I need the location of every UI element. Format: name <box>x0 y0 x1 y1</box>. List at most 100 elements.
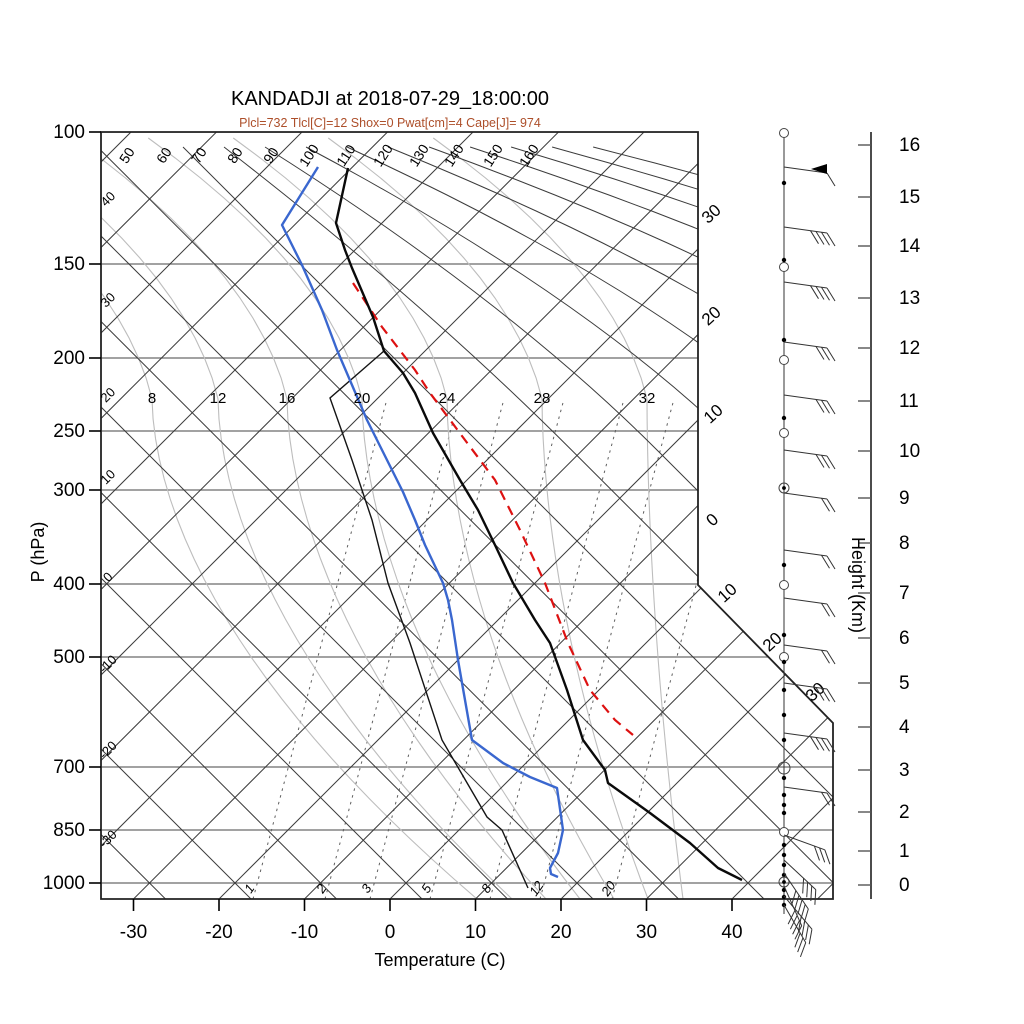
isotherm-right-label: 30 <box>698 201 725 228</box>
isotherm-line <box>101 132 474 899</box>
moist-adiabat-line <box>101 137 478 899</box>
mixing-ratio-line <box>369 399 505 899</box>
isotherm-line <box>101 132 303 899</box>
pressure-tick-label: 150 <box>53 254 85 275</box>
barb-feather <box>815 737 825 751</box>
height-tick-label: 12 <box>899 338 920 359</box>
dry-adiabat-line <box>101 146 594 899</box>
barb-feather <box>814 889 817 905</box>
isotherm-line <box>304 132 833 899</box>
barb-feather <box>815 399 825 413</box>
temperature-tick-label: -30 <box>120 922 147 943</box>
barb-feather <box>826 792 836 807</box>
wind-barb <box>783 834 831 865</box>
moist-adiabat-label: 20 <box>354 390 371 407</box>
level-dot <box>781 659 787 665</box>
dry-adiabat-line <box>593 146 833 899</box>
dry-adiabat-top-label: 90 <box>260 144 282 166</box>
barb-feather <box>821 497 830 512</box>
level-circled-dot-center <box>782 880 786 884</box>
height-tick-label: 8 <box>899 533 910 554</box>
barb-feather <box>826 688 836 703</box>
isotherm-line <box>101 132 816 899</box>
level-dot <box>781 180 787 186</box>
pressure-axis-title: P (hPa) <box>28 522 48 583</box>
barb-feather <box>826 455 836 470</box>
dry-adiabat-line <box>101 146 833 899</box>
moist-adiabat-label: 8 <box>148 390 156 407</box>
barb-feather <box>792 920 800 935</box>
wind-barb <box>783 786 836 807</box>
barb-pennant <box>811 164 827 174</box>
moist-adiabat-line <box>232 137 615 899</box>
wind-barb <box>783 644 836 665</box>
level-dot <box>781 842 787 848</box>
wind-barb <box>783 492 836 513</box>
chart-subtitle: Plcl=732 Tlcl[C]=12 Shox=0 Pwat[cm]=4 Ca… <box>239 116 541 130</box>
barb-feather <box>821 687 830 702</box>
level-circled-dot-center <box>782 486 786 490</box>
pressure-tick-label: 100 <box>53 122 85 143</box>
mixing-ratio-line <box>539 399 675 899</box>
level-dot <box>781 632 787 638</box>
level-circle-large <box>777 761 791 775</box>
height-tick-label: 16 <box>899 135 920 156</box>
level-circle <box>779 580 789 590</box>
dry-adiabat-line <box>428 146 833 899</box>
isotherm-line <box>101 132 217 899</box>
dry-adiabat-line <box>101 146 679 899</box>
height-tick-label: 5 <box>899 673 910 694</box>
barb-feather <box>799 942 807 958</box>
isotherm-line <box>101 132 645 899</box>
barb-feather <box>810 885 813 902</box>
barb-feather <box>821 454 830 469</box>
dry-adiabat-top-label: 50 <box>116 144 138 166</box>
barb-feather <box>821 286 830 301</box>
dry-adiabat-line <box>101 146 765 899</box>
wind-barb <box>783 859 817 905</box>
wind-barb <box>783 164 836 187</box>
dry-adiabat-top-label: 70 <box>188 144 210 166</box>
dry-adiabat-top-label: 100 <box>296 141 322 169</box>
height-tick-label: 14 <box>899 236 921 257</box>
moist-adiabat-line <box>432 137 684 899</box>
barb-feather <box>791 890 797 906</box>
barb-feather <box>826 400 836 415</box>
wind-barb <box>783 394 836 415</box>
level-circle <box>779 262 789 272</box>
barb-feather <box>826 738 836 753</box>
pressure-tick-label: 200 <box>53 348 85 369</box>
wind-barb <box>783 341 836 362</box>
isotherm-diag-label: 30 <box>802 679 829 706</box>
mixing-ratio-line <box>324 399 460 899</box>
temperature-tick-label: 40 <box>721 922 742 943</box>
barb-feather <box>821 399 830 414</box>
dry-adiabat-line <box>101 146 423 899</box>
dry-adiabat-left-label: -20 <box>96 738 120 762</box>
aux-parcel-line <box>329 350 529 889</box>
barb-feather <box>801 920 806 936</box>
level-circle <box>779 827 789 837</box>
barb-feather <box>821 791 830 806</box>
mixing-ratio-line <box>611 399 747 899</box>
height-tick-label: 11 <box>899 391 919 412</box>
level-circle <box>779 428 789 438</box>
moist-adiabat-label: 24 <box>439 390 456 407</box>
temperature-tick-label: 0 <box>385 922 396 943</box>
pressure-tick-label: 400 <box>53 574 85 595</box>
temperature-axis-title: Temperature (C) <box>374 950 505 970</box>
dry-adiabat-line <box>182 146 833 899</box>
pressure-tick-label: 850 <box>53 820 85 841</box>
dry-adiabat-top-label: 60 <box>153 144 175 166</box>
pressure-tick-label: 700 <box>53 757 85 778</box>
barb-feather <box>815 286 825 300</box>
height-tick-label: 10 <box>899 441 920 462</box>
wind-barb <box>783 904 807 958</box>
barb-feather <box>794 895 800 910</box>
level-dot <box>781 775 787 781</box>
barb-feather <box>815 346 825 360</box>
isotherm-line <box>101 132 559 899</box>
level-dot <box>781 712 787 718</box>
height-tick-label: 9 <box>899 488 910 509</box>
